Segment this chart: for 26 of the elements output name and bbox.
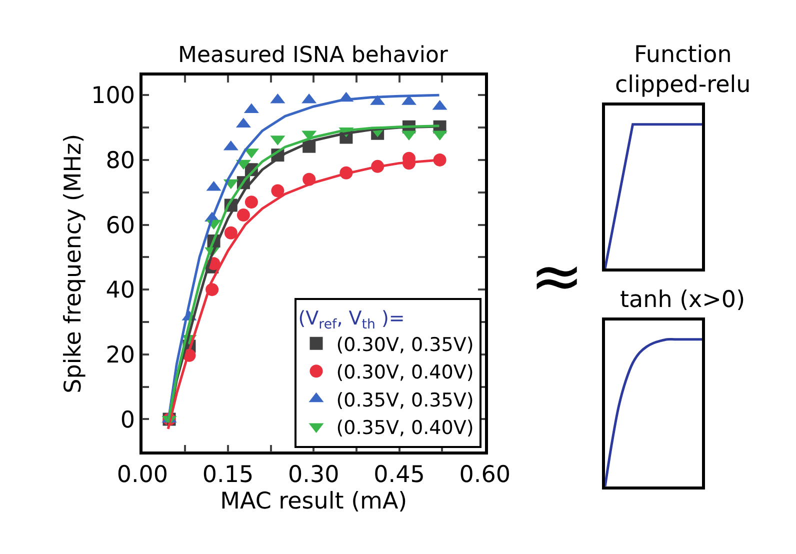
y-tick-label: 20 (106, 342, 136, 368)
y-axis-title: Spike frequency (MHz) (60, 134, 87, 394)
legend-title: (V$_{ref}$, V$_{th}$ )= (298, 308, 405, 333)
legend-label: (0.30V, 0.35V) (336, 334, 474, 356)
chart-title: Measured ISNA behavior (178, 43, 449, 68)
point (236, 208, 250, 222)
x-tick-label: 0.60 (459, 462, 510, 488)
x-tick-label: 0.00 (116, 462, 168, 488)
x-tick-label: 0.15 (202, 462, 254, 488)
chart-title: Function clipped-relu (615, 42, 751, 98)
legend-label: (0.35V, 0.35V) (336, 389, 474, 412)
chart-title: tanh (x>0) (620, 287, 746, 313)
x-tick-label: 0.45 (374, 462, 425, 488)
legend-label: (0.30V, 0.40V) (336, 362, 474, 384)
x-axis-title: MAC result (mA) (220, 488, 408, 515)
y-tick-label: 80 (106, 148, 136, 174)
x-tick-label: 0.30 (288, 462, 340, 488)
point (244, 196, 258, 209)
y-tick-label: 100 (91, 83, 136, 110)
y-tick-label: 0 (120, 407, 136, 434)
y-tick-label: 40 (106, 278, 136, 304)
legend-label: (0.35V, 0.40V) (336, 416, 474, 439)
text: ≈ (530, 240, 584, 314)
point (224, 226, 238, 240)
y-tick-label: 60 (106, 212, 136, 239)
point (271, 184, 284, 198)
